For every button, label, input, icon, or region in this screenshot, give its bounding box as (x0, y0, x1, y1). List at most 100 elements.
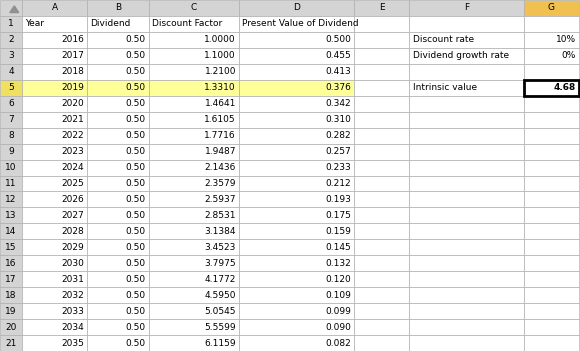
Bar (149, 303, 239, 319)
Bar (239, 287, 354, 303)
Bar (0, 16, 22, 32)
Bar (239, 239, 354, 255)
Text: 2025: 2025 (61, 179, 84, 188)
Text: 2.1436: 2.1436 (205, 163, 236, 172)
Bar (409, 207, 524, 223)
Bar (354, 335, 409, 351)
Bar (149, 271, 239, 287)
Bar (87, 271, 149, 287)
Text: 1.0000: 1.0000 (204, 35, 236, 44)
Bar (0, 112, 22, 128)
Bar (149, 16, 239, 32)
Text: 2016: 2016 (61, 35, 84, 44)
Bar (409, 255, 524, 271)
Text: 0.233: 0.233 (325, 163, 351, 172)
Bar (149, 319, 239, 335)
Bar (409, 144, 524, 160)
Bar (22, 0, 87, 16)
Text: 4.68: 4.68 (554, 83, 576, 92)
Text: 0.109: 0.109 (325, 291, 351, 300)
Text: 2020: 2020 (61, 99, 84, 108)
Bar (149, 0, 239, 16)
Text: 0.50: 0.50 (126, 83, 146, 92)
Bar (87, 319, 149, 335)
Bar (149, 112, 239, 128)
Text: 1.2100: 1.2100 (205, 67, 236, 76)
Bar (524, 80, 579, 96)
Text: 4.5950: 4.5950 (205, 291, 236, 300)
Text: Discount rate: Discount rate (413, 35, 474, 44)
Bar (0, 287, 22, 303)
Bar (0, 176, 22, 191)
Bar (409, 96, 524, 112)
Text: 0.310: 0.310 (325, 115, 351, 124)
Text: 0.342: 0.342 (325, 99, 351, 108)
Text: 2021: 2021 (61, 115, 84, 124)
Bar (22, 64, 87, 80)
Text: 2017: 2017 (61, 51, 84, 60)
Bar (22, 271, 87, 287)
Bar (354, 80, 409, 96)
Bar (409, 160, 524, 176)
Bar (409, 128, 524, 144)
Text: 15: 15 (5, 243, 17, 252)
Bar (239, 0, 354, 16)
Text: 2028: 2028 (61, 227, 84, 236)
Bar (22, 176, 87, 191)
Text: Intrinsic value: Intrinsic value (413, 83, 477, 92)
Text: 0.099: 0.099 (325, 307, 351, 316)
Bar (149, 207, 239, 223)
Text: 0.50: 0.50 (126, 163, 146, 172)
Bar (0, 64, 22, 80)
Bar (354, 223, 409, 239)
Bar (0, 239, 22, 255)
Text: 2024: 2024 (61, 163, 84, 172)
Text: 2027: 2027 (61, 211, 84, 220)
Bar (149, 191, 239, 207)
Text: 7: 7 (8, 115, 14, 124)
Text: D: D (293, 4, 300, 13)
Text: 5.5599: 5.5599 (204, 323, 236, 332)
Bar (239, 48, 354, 64)
Text: 16: 16 (5, 259, 17, 268)
Text: Discount Factor: Discount Factor (152, 19, 222, 28)
Bar (409, 319, 524, 335)
Bar (0, 335, 22, 351)
Bar (524, 319, 579, 335)
Bar (87, 335, 149, 351)
Text: 0.282: 0.282 (325, 131, 351, 140)
Bar (22, 287, 87, 303)
Text: G: G (548, 4, 555, 13)
Text: 2.8531: 2.8531 (205, 211, 236, 220)
Bar (524, 64, 579, 80)
Bar (409, 32, 524, 48)
Bar (239, 160, 354, 176)
Text: Dividend growth rate: Dividend growth rate (413, 51, 509, 60)
Text: 2033: 2033 (61, 307, 84, 316)
Text: 0.50: 0.50 (126, 275, 146, 284)
Text: 6.1159: 6.1159 (204, 338, 236, 347)
Bar (524, 16, 579, 32)
Text: 0.090: 0.090 (325, 323, 351, 332)
Text: 19: 19 (5, 307, 17, 316)
Bar (409, 0, 524, 16)
Text: 1.7716: 1.7716 (204, 131, 236, 140)
Bar (22, 255, 87, 271)
Text: 0.50: 0.50 (126, 291, 146, 300)
Text: 0.145: 0.145 (325, 243, 351, 252)
Bar (354, 191, 409, 207)
Bar (22, 239, 87, 255)
Text: 13: 13 (5, 211, 17, 220)
Bar (0, 223, 22, 239)
Bar (524, 303, 579, 319)
Text: 2022: 2022 (61, 131, 84, 140)
Bar (87, 191, 149, 207)
Bar (22, 160, 87, 176)
Text: 0.50: 0.50 (126, 179, 146, 188)
Bar (87, 32, 149, 48)
Bar (354, 239, 409, 255)
Bar (0, 144, 22, 160)
Bar (87, 176, 149, 191)
Text: 0.50: 0.50 (126, 243, 146, 252)
Text: 0.212: 0.212 (325, 179, 351, 188)
